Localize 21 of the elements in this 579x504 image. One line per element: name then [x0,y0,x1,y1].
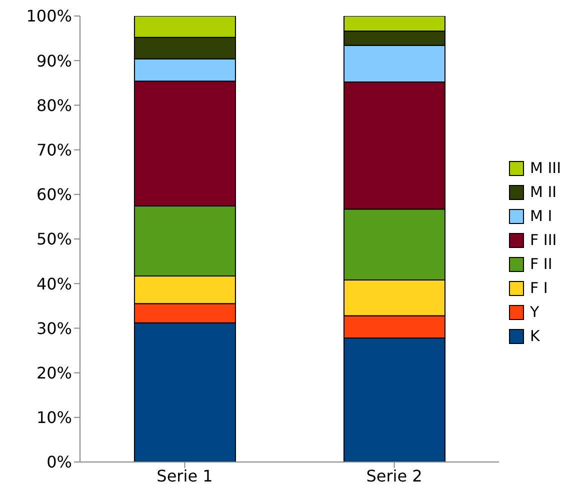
y-tick-label: 80% [36,96,72,115]
y-tick-label: 90% [36,51,72,70]
legend-label: F II [530,255,552,273]
y-tick-label: 100% [26,6,72,26]
legend-label: M III [530,159,561,177]
y-tick-label: 10% [36,408,72,428]
legend-label: M II [530,183,557,201]
y-tick-label: 40% [36,274,72,294]
legend-label: M I [530,207,552,225]
legend-label: K [530,327,540,345]
legend-label: F III [530,231,557,249]
y-tick-label: 60% [36,185,72,204]
y-tick-label: 20% [36,363,72,382]
legend-label: F I [530,279,548,297]
y-tick-label: 70% [36,140,72,160]
legend-label: Y [530,303,540,321]
x-tick-label: Serie 1 [156,466,213,486]
y-tick-label: 50% [36,230,72,249]
y-tick-label: 0% [46,452,72,472]
x-tick-label: Serie 2 [366,466,422,486]
y-tick-label: 30% [36,318,72,338]
